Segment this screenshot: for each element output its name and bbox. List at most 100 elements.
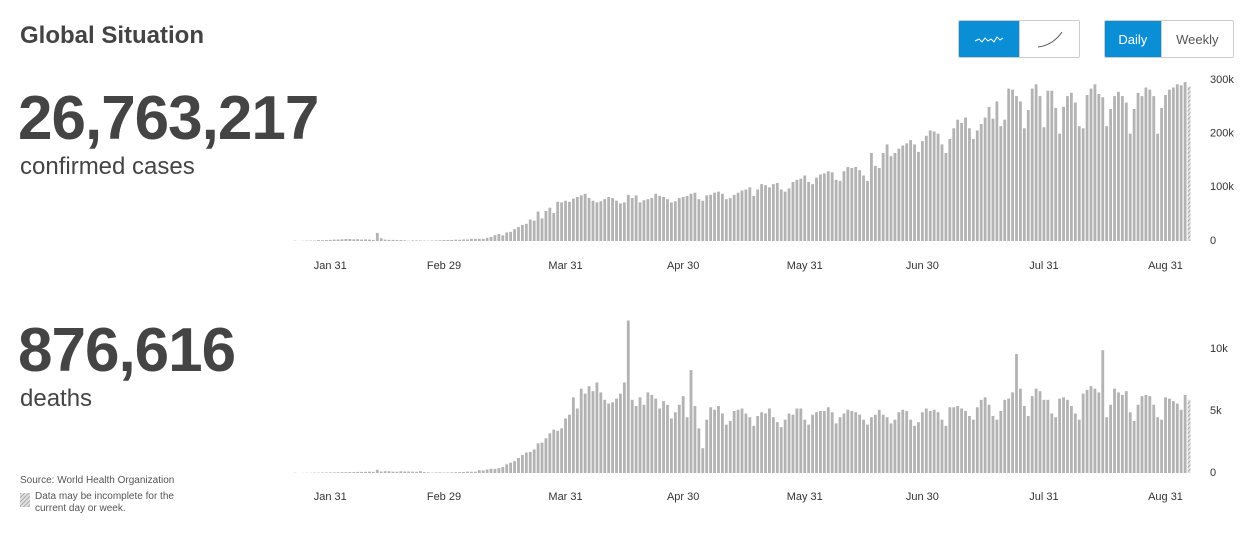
bar	[552, 429, 556, 473]
bar	[599, 201, 603, 241]
bar	[1120, 96, 1124, 241]
bar	[917, 422, 920, 473]
bar	[587, 386, 591, 473]
bar	[1003, 399, 1007, 473]
bar	[917, 151, 920, 241]
bar	[473, 238, 477, 241]
bar	[473, 471, 477, 473]
bar	[415, 471, 418, 473]
bar	[764, 413, 767, 473]
bar	[862, 175, 865, 241]
bar	[728, 198, 732, 241]
bar	[560, 202, 564, 241]
bar	[407, 471, 411, 473]
bar	[419, 471, 422, 473]
bar	[575, 196, 579, 241]
bar	[442, 240, 446, 241]
bar	[850, 168, 854, 241]
bar	[344, 238, 348, 241]
x-tick-label: Jul 31	[1029, 260, 1058, 272]
bar	[332, 472, 336, 473]
bar	[952, 128, 956, 241]
bar	[960, 122, 964, 241]
bar	[348, 472, 352, 473]
bar	[1179, 409, 1183, 473]
bar	[438, 240, 442, 241]
bar	[336, 239, 340, 241]
linear-button[interactable]	[959, 21, 1020, 57]
bar	[987, 106, 991, 241]
bar	[811, 414, 814, 473]
daily-button[interactable]: Daily	[1105, 21, 1161, 57]
bar	[387, 471, 391, 473]
bar	[513, 461, 516, 473]
bar	[583, 193, 587, 241]
bar	[556, 430, 560, 473]
bar	[1015, 353, 1018, 473]
bar	[1117, 91, 1120, 241]
bar	[960, 408, 964, 473]
x-tick-label: Feb 29	[427, 260, 461, 272]
bar	[532, 220, 536, 241]
bar	[1038, 96, 1042, 241]
weekly-button[interactable]: Weekly	[1160, 21, 1233, 57]
bar	[713, 409, 716, 473]
bar	[379, 471, 383, 473]
bar	[1054, 417, 1058, 473]
bar	[528, 219, 532, 241]
bar	[1132, 108, 1136, 241]
bar	[1101, 350, 1105, 473]
bar	[705, 419, 709, 473]
bar	[1183, 82, 1187, 241]
cumulative-button[interactable]	[1019, 21, 1079, 57]
bar	[1081, 393, 1085, 473]
bar	[422, 472, 426, 473]
bar	[638, 202, 642, 241]
bar	[866, 424, 869, 473]
y-tick-label: 300k	[1210, 74, 1234, 86]
bar	[724, 424, 728, 473]
bar	[324, 472, 328, 473]
bar	[1132, 420, 1136, 473]
bar	[466, 471, 469, 473]
bar	[862, 419, 865, 473]
bar	[681, 396, 685, 473]
bar	[619, 393, 622, 473]
bar	[740, 408, 744, 473]
bar	[1168, 398, 1171, 473]
bar	[1089, 386, 1093, 473]
bar	[881, 152, 885, 241]
bar	[689, 370, 693, 473]
bar	[670, 202, 673, 241]
bar	[920, 141, 924, 241]
bar	[928, 411, 932, 473]
bar	[1034, 84, 1038, 241]
bar	[807, 181, 811, 241]
bar	[842, 171, 846, 241]
bar	[383, 471, 387, 473]
bar	[364, 471, 367, 473]
bar	[991, 118, 995, 241]
bar	[662, 196, 665, 241]
bar	[1042, 127, 1046, 241]
bar	[607, 196, 611, 241]
bar	[544, 438, 548, 473]
bar	[454, 239, 458, 241]
bar	[564, 418, 567, 473]
deaths-total: 876,616	[18, 316, 236, 385]
bar	[1089, 88, 1093, 241]
bar	[956, 119, 960, 241]
bar	[1058, 133, 1062, 241]
bar	[932, 131, 936, 241]
bar	[760, 412, 764, 473]
bar	[893, 419, 897, 473]
bar	[497, 234, 501, 241]
bar	[583, 393, 587, 473]
bar	[626, 194, 630, 241]
bar	[877, 409, 881, 473]
bar	[642, 404, 646, 473]
x-tick-label: Jul 31	[1029, 491, 1058, 503]
bar	[513, 229, 516, 241]
bar	[619, 203, 622, 241]
bar	[1124, 391, 1128, 473]
